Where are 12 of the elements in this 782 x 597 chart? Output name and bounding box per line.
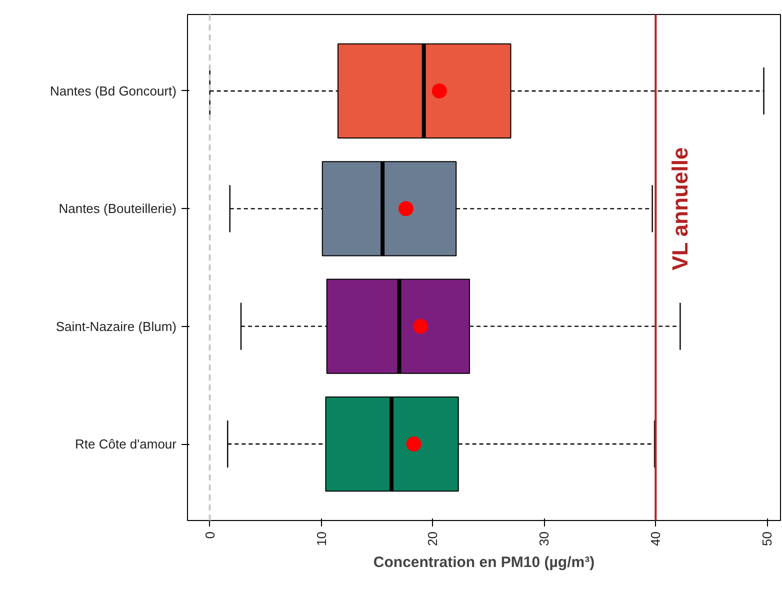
x-tick-label: 0 (202, 531, 218, 539)
y-tick-label: Nantes (Bd Goncourt) (50, 83, 177, 98)
x-tick-label: 10 (314, 531, 329, 546)
x-tick-label: 30 (536, 531, 552, 546)
x-axis-title: Concentration en PM10 (µg/m³) (373, 554, 595, 571)
y-tick-label: Rte Côte d'amour (75, 436, 178, 452)
x-tick-label: 20 (425, 531, 440, 546)
y-tick-label: Saint-Nazaire (Blum) (56, 318, 177, 334)
y-tick-label: Nantes (Bouteillerie) (58, 201, 177, 216)
ref-line-label: VL annuelle (668, 147, 693, 270)
x-tick-label: 40 (648, 531, 664, 546)
x-tick-label: 50 (760, 531, 775, 546)
